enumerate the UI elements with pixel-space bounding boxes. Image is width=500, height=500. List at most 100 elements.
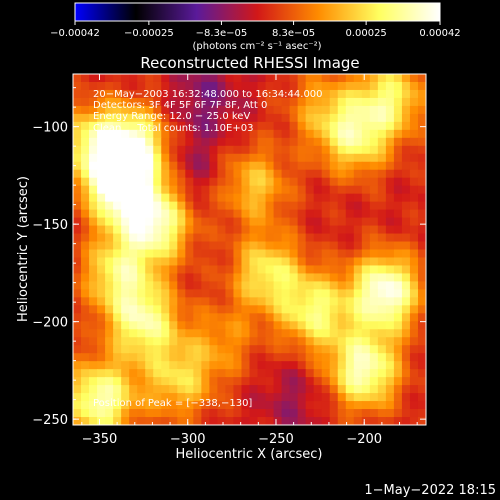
heatmap-cell [81,249,90,259]
heatmap-cell [161,305,170,314]
heatmap-cell [353,217,363,227]
heatmap-cell [361,289,371,298]
heatmap-cell [377,361,387,370]
heatmap-cell [177,409,186,418]
heatmap-cell [329,297,339,306]
heatmap-cell [417,113,426,123]
heatmap-cell [265,225,275,235]
heatmap-cell [201,273,210,283]
heatmap-cell [305,385,315,394]
heatmap-cell [225,417,235,425]
heatmap-cell [385,105,395,115]
heatmap-cell [97,257,106,267]
heatmap-cell [265,121,275,131]
heatmap-cell [369,281,379,290]
heatmap-cell [297,265,307,275]
y-axis-label: Heliocentric Y (arcsec) [16,176,31,322]
heatmap-cell [305,265,315,275]
heatmap-cell [289,369,299,378]
heatmap-cell [417,161,426,171]
heatmap-cell [225,385,235,394]
heatmap-cell [409,105,419,115]
heatmap-cell [161,193,170,203]
heatmap-cell [169,97,178,107]
heatmap-cell [145,289,154,298]
heatmap-cell [305,89,315,99]
heatmap-cell [89,385,98,394]
heatmap-cell [209,113,219,123]
heatmap-cell [161,241,170,251]
heatmap-cell [281,81,291,91]
heatmap-cell [337,185,347,195]
heatmap-cell [289,337,299,346]
heatmap-cell [137,74,146,83]
heatmap-cell [281,345,291,354]
heatmap-cell [177,169,186,179]
heatmap-cell [321,305,331,314]
colorbar-tick-label: 8.3e−05 [272,28,315,39]
heatmap-cell [337,89,347,99]
heatmap-cell [257,345,267,354]
heatmap-cell [145,377,154,386]
heatmap-cell [409,297,419,306]
heatmap-cell [297,113,307,123]
heatmap-cell [313,353,323,362]
heatmap-cell [193,161,202,171]
heatmap-cell [129,369,138,378]
heatmap-cell [321,241,331,251]
heatmap-cell [337,105,347,115]
heatmap-cell [385,233,395,243]
heatmap-cell [177,241,186,251]
heatmap-cell [121,281,130,290]
heatmap-cell [289,81,299,91]
heatmap-cell [257,313,267,322]
heatmap-cell [401,321,411,330]
heatmap-cell [97,417,106,425]
heatmap-cell [113,393,122,402]
heatmap-cell [241,353,251,362]
heatmap-cell [337,209,347,219]
heatmap-cell [297,137,307,147]
heatmap-cell [217,401,227,410]
heatmap-cell [305,185,315,195]
heatmap-cell [225,273,235,283]
heatmap-cell [97,217,106,227]
heatmap-cell [193,393,202,402]
heatmap-cell [265,137,275,147]
heatmap-cell [121,241,130,251]
heatmap-cell [241,417,251,425]
heatmap-cell [105,289,114,298]
heatmap-cell [209,313,219,322]
heatmap-cell [265,337,275,346]
heatmap-cell [289,113,299,123]
heatmap-cell [185,353,194,362]
y-tick-label: −200 [32,316,68,331]
heatmap-cell [273,113,283,123]
heatmap-cell [129,209,138,219]
heatmap-cell [217,89,227,99]
heatmap-cell [249,89,259,99]
heatmap-cell [409,89,419,99]
heatmap-cell [369,74,379,83]
heatmap-cell [161,281,170,290]
heatmap-cell [241,393,251,402]
heatmap-cell [89,353,98,362]
heatmap-cell [217,97,227,107]
heatmap-cell [305,105,315,115]
heatmap-cell [273,233,283,243]
peak-position-label: Position of Peak = [−338,−130] [93,398,252,409]
heatmap-cell [185,105,194,115]
heatmap-cell [113,217,122,227]
heatmap-cell [121,345,130,354]
heatmap-cell [185,241,194,251]
heatmap-cell [345,201,355,211]
heatmap-cell [185,321,194,330]
heatmap-cell [353,121,363,131]
heatmap-cell [217,353,227,362]
heatmap-cell [345,185,355,195]
heatmap-cell [393,273,403,283]
heatmap-cell [81,129,90,139]
heatmap-cell [137,377,146,386]
heatmap-cell [153,401,162,410]
heatmap-cell [297,74,307,83]
